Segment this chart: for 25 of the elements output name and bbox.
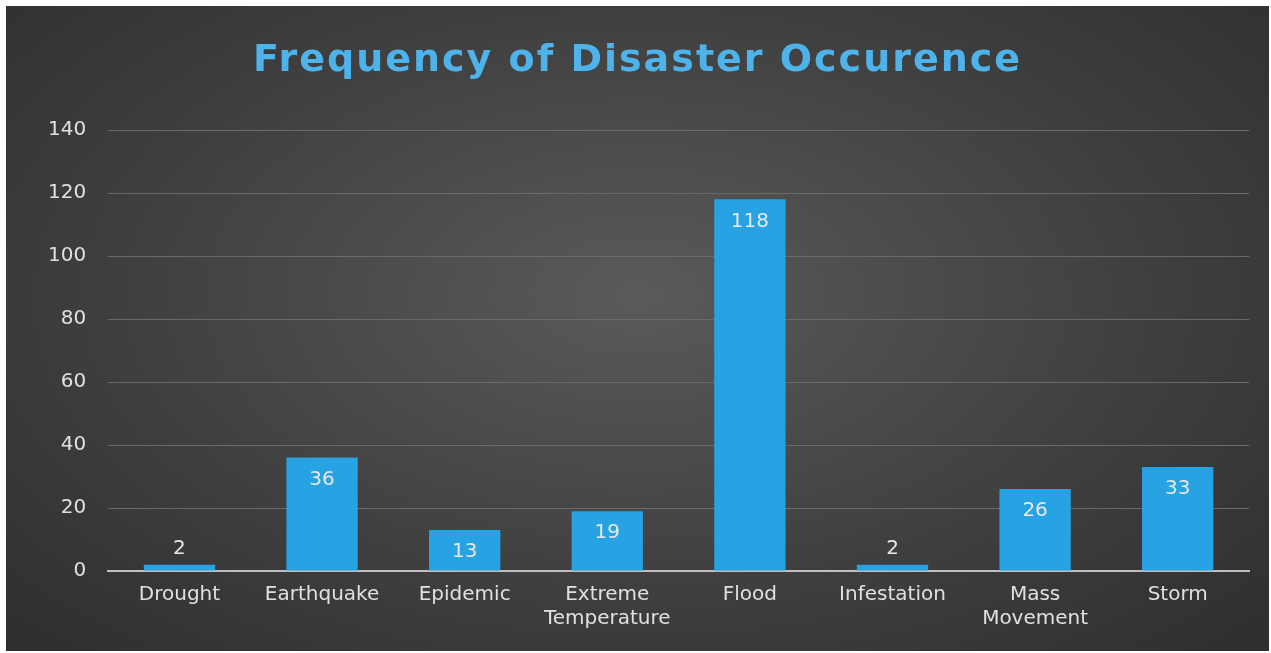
chart-title: Frequency of Disaster Occurence: [251, 36, 1024, 80]
y-tick-label: 140: [47, 116, 87, 141]
x-tick-label: Drought: [138, 581, 221, 606]
y-tick-label: 120: [47, 179, 87, 204]
x-tick-label: Flood: [722, 581, 778, 606]
y-tick-label: 80: [60, 305, 87, 330]
data-label: 2: [886, 534, 899, 559]
x-tick-label: Epidemic: [418, 581, 511, 606]
x-tick-label: Extreme Temperature: [542, 581, 671, 630]
y-tick-label: 60: [60, 368, 87, 393]
data-label: 36: [309, 465, 335, 490]
data-label: 2: [173, 534, 186, 559]
y-tick-label: 0: [73, 557, 87, 582]
x-tick-label: Storm: [1147, 581, 1208, 606]
data-label: 19: [594, 519, 621, 544]
y-tick-label: 100: [47, 242, 87, 267]
x-tick-label: Mass Movement: [982, 581, 1089, 630]
data-label: 26: [1022, 497, 1048, 522]
data-label: 33: [1164, 475, 1191, 500]
x-tick-label: Earthquake: [264, 581, 380, 606]
y-tick-label: 40: [60, 431, 87, 456]
x-tick-label: Infestation: [839, 581, 946, 606]
y-tick-label: 20: [60, 494, 87, 519]
data-label: 118: [730, 207, 769, 232]
data-label: 13: [451, 538, 478, 563]
